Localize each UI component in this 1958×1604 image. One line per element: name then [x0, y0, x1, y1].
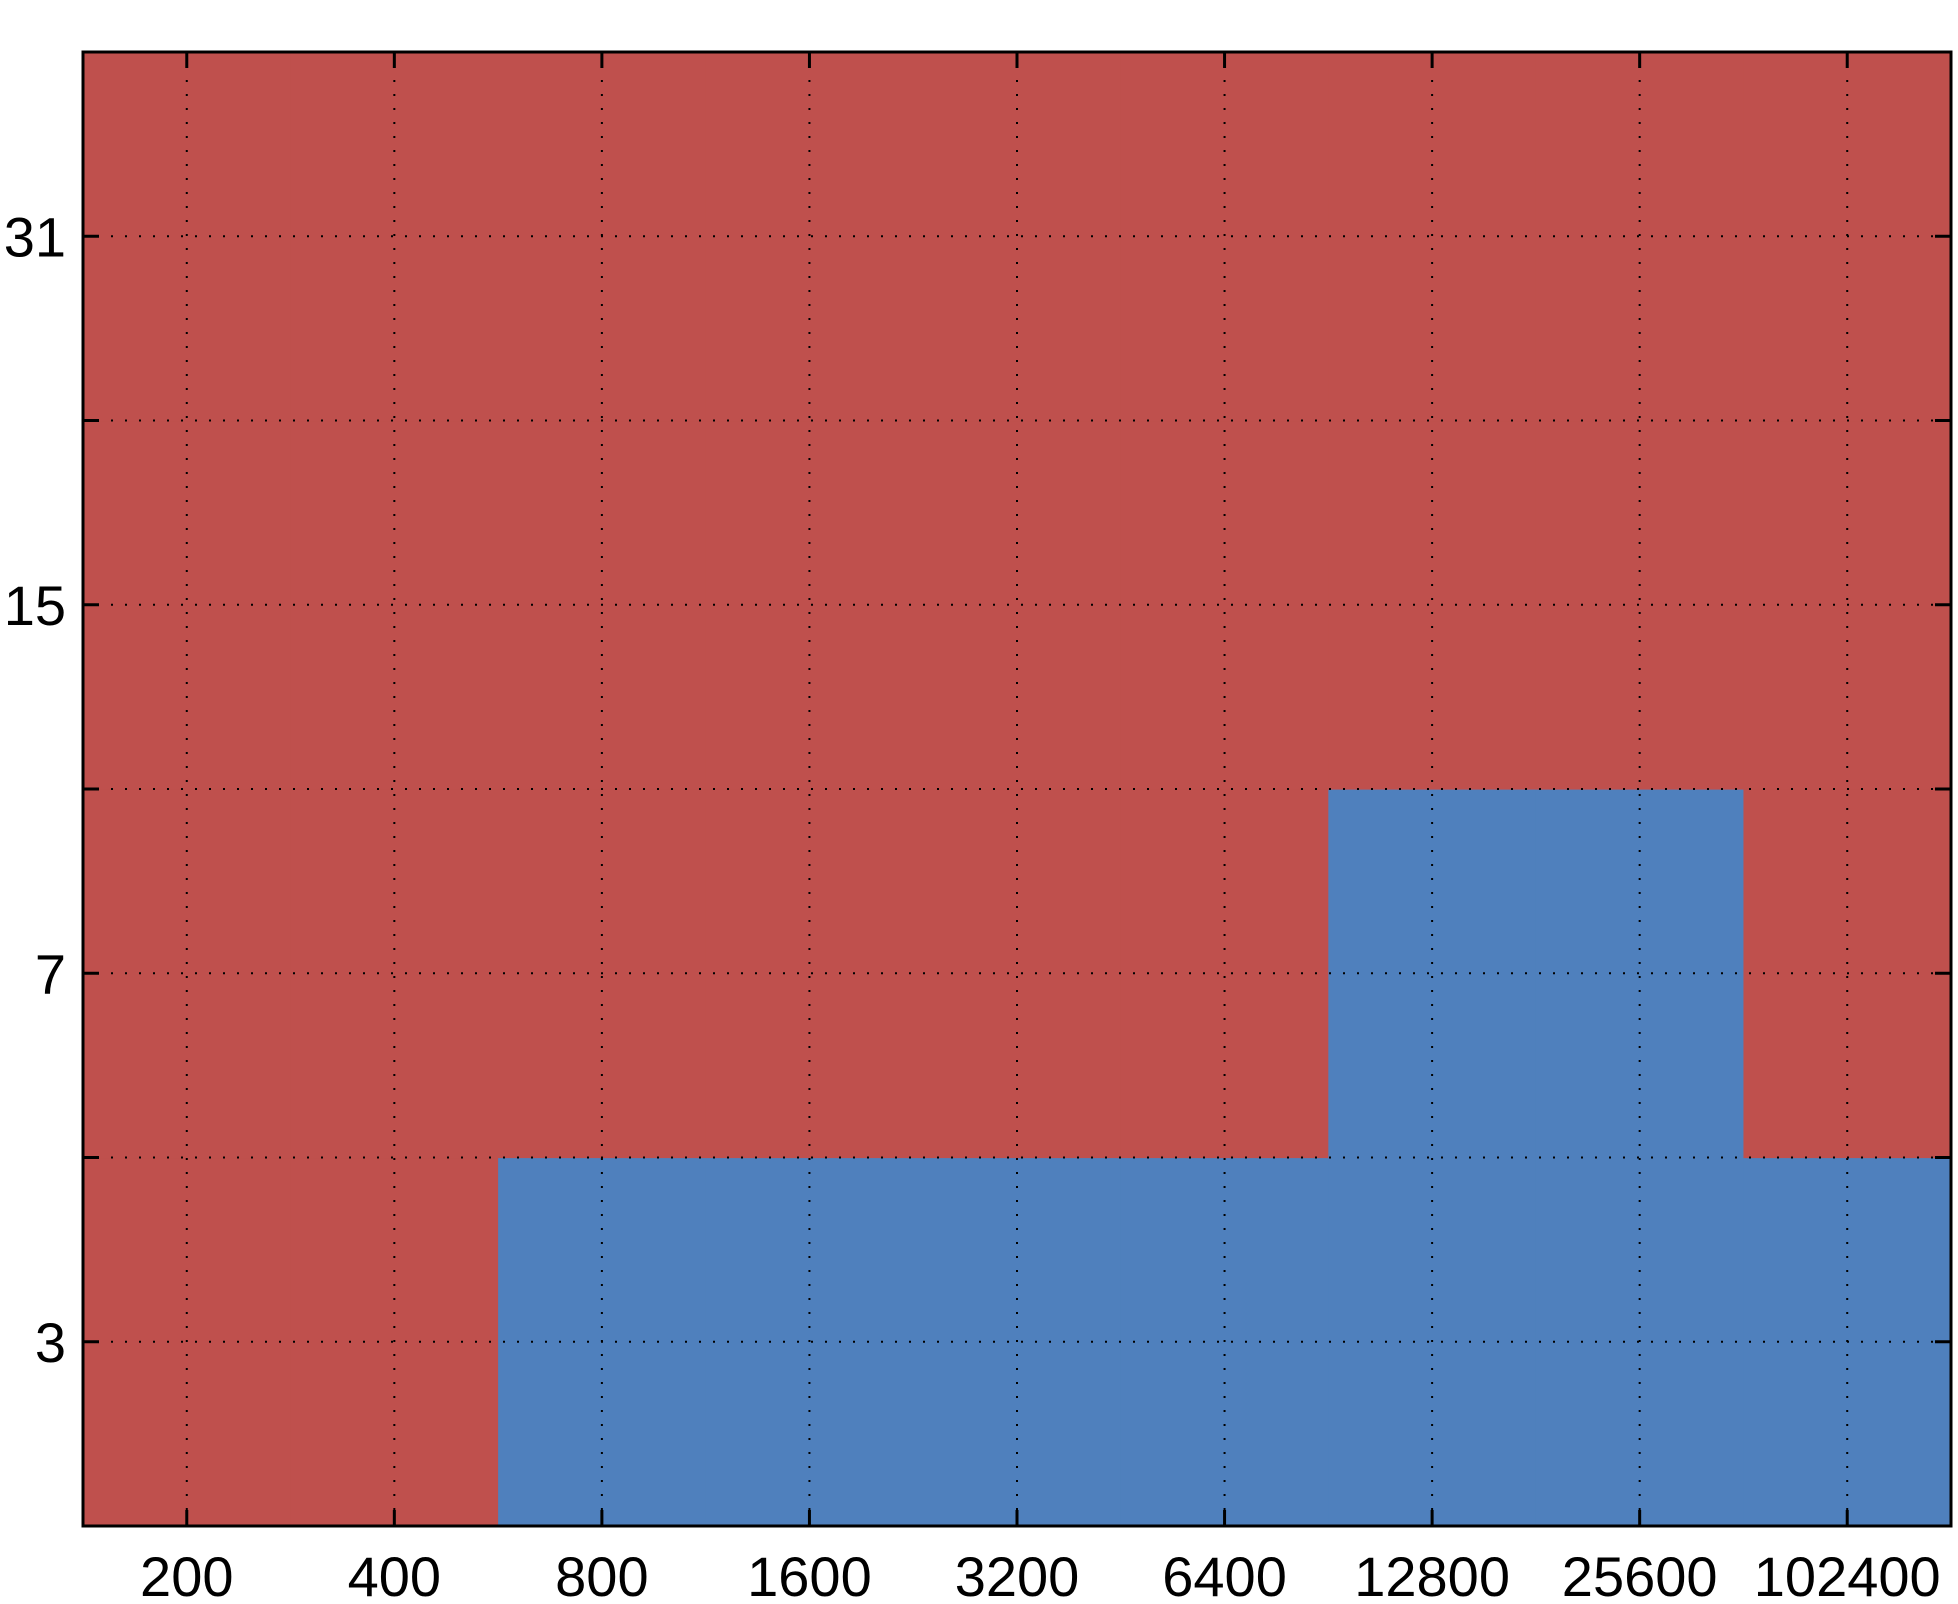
y-tick-label-15: 15: [4, 574, 66, 637]
heatmap-cell-r0-c0: [83, 1157, 292, 1527]
heatmap-cell-r0-c3: [705, 1157, 914, 1527]
heatmap-cell-r3-c4: [913, 52, 1122, 422]
y-tick-label-3: 3: [35, 1311, 66, 1374]
x-tick-label-12800: 12800: [1354, 1545, 1510, 1604]
y-tick-labels: 3 7 15 31: [4, 205, 66, 1374]
heatmap-cell-r2-c3: [705, 420, 914, 790]
heatmap-cell-r0-c4: [913, 1157, 1122, 1527]
x-tick-label-3200: 3200: [955, 1545, 1080, 1604]
axis-ticks: [83, 52, 1951, 1526]
heatmap-cell-r3-c5: [1120, 52, 1329, 422]
heatmap-cell-r0-c1: [290, 1157, 499, 1527]
heatmap-cell-r2-c0: [83, 420, 292, 790]
heatmap-cell-r3-c7: [1535, 52, 1745, 422]
x-tick-label-1600: 1600: [747, 1545, 872, 1604]
x-tick-label-800: 800: [555, 1545, 648, 1604]
x-tick-label-102400: 102400: [1754, 1545, 1941, 1604]
heatmap-cell-r3-c0: [83, 52, 292, 422]
heatmap-cell-r2-c6: [1328, 420, 1537, 790]
heatmap-cell-r3-c6: [1328, 52, 1537, 422]
heatmap-cell-r2-c7: [1535, 420, 1745, 790]
heatmap-cell-r0-c7: [1535, 1157, 1745, 1527]
heatmap-cell-r2-c5: [1120, 420, 1329, 790]
x-tick-label-25600: 25600: [1562, 1545, 1718, 1604]
x-tick-label-200: 200: [140, 1545, 233, 1604]
heatmap-cell-r0-c6: [1328, 1157, 1537, 1527]
x-tick-label-6400: 6400: [1162, 1545, 1287, 1604]
heatmap-cells: [83, 52, 1952, 1527]
heatmap-cell-r3-c3: [705, 52, 914, 422]
heatmap-cell-r0-c5: [1120, 1157, 1329, 1527]
y-tick-label-31: 31: [4, 205, 66, 268]
heatmap-cell-r3-c1: [290, 52, 499, 422]
heatmap-cell-r2-c4: [913, 420, 1122, 790]
x-tick-label-400: 400: [348, 1545, 441, 1604]
heatmap-cell-r2-c1: [290, 420, 499, 790]
x-tick-labels: 200 400 800 1600 3200 6400 12800 25600 102400: [140, 1545, 1941, 1604]
y-tick-label-7: 7: [35, 942, 66, 1005]
